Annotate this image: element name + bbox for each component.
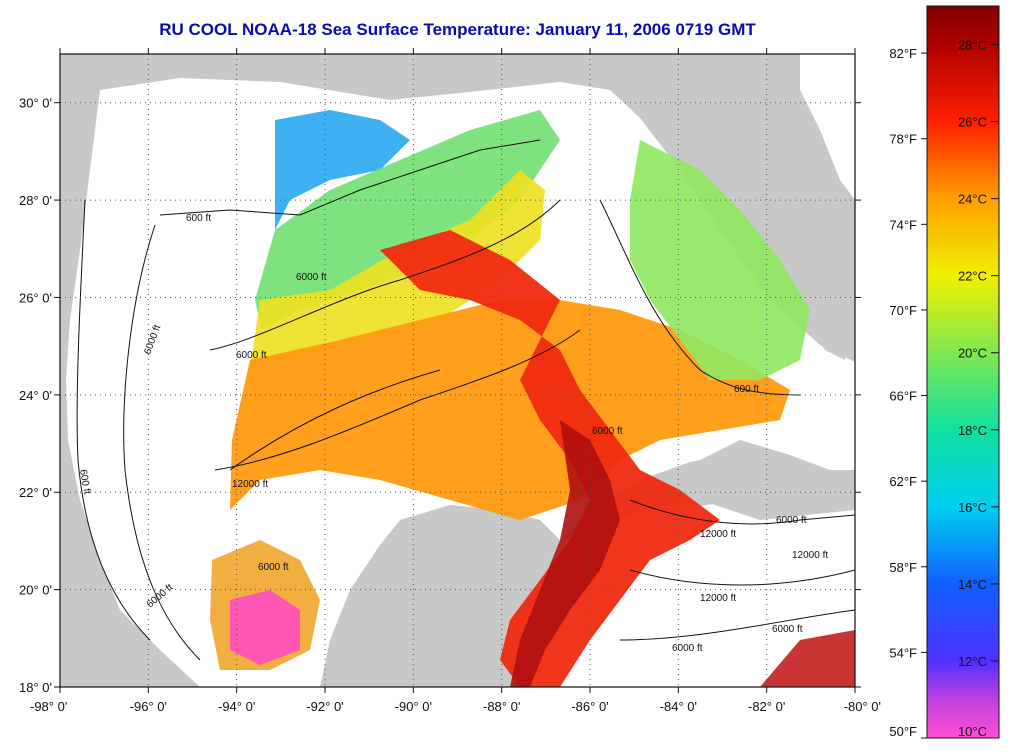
sst-swath-dark-red — [510, 420, 620, 687]
colorbar-c-label-6: 22°C — [958, 269, 987, 284]
colorbar-f-label-6: 74°F — [889, 217, 917, 232]
lon-label-8: -82° 0' — [748, 699, 785, 714]
colorbar-c-label-9: 28°C — [958, 38, 987, 53]
lon-label-9: -80° 0' — [844, 699, 881, 714]
contour-label-600ft-east: 600 ft — [734, 384, 759, 395]
contour-label-6000ft-east: 6000 ft — [592, 426, 623, 437]
florida-land — [700, 96, 850, 360]
colorbar-f-label-3: 62°F — [889, 474, 917, 489]
lat-label-1: 20° 0' — [19, 583, 52, 598]
contour-label-12000ft-caribbean-east: 12000 ft — [792, 550, 828, 561]
sst-swath-southwest-magenta — [230, 590, 300, 665]
colorbar-f-label-7: 78°F — [889, 132, 917, 147]
contour-label-6000ft-north: 6000 ft — [296, 272, 327, 283]
colorbar-c-label-2: 14°C — [958, 577, 987, 592]
sst-swath-caribbean-red — [760, 630, 855, 687]
colorbar-c-label-4: 18°C — [958, 423, 987, 438]
lon-label-5: -88° 0' — [483, 699, 520, 714]
sst-swath-orange — [230, 300, 790, 520]
longitude-labels: -98° 0' -96° 0' -94° 0' -92° 0' -90° 0' -88° … — [30, 699, 881, 714]
colorbar-c-label-1: 12°C — [958, 654, 987, 669]
contour-label-600ft-west: 600 ft — [77, 469, 92, 496]
colorbar-f-label-8: 82°F — [889, 46, 917, 61]
contour-label-12000ft-south: 12000 ft — [700, 593, 736, 604]
yucatan-land — [320, 505, 560, 687]
contour-label-6000ft-caribbean-east: 6000 ft — [772, 624, 803, 635]
lat-lon-grid — [60, 54, 855, 687]
colorbar-c-label-0: 10°C — [958, 724, 987, 739]
lat-label-2: 22° 0' — [19, 485, 52, 500]
lat-label-6: 30° 0' — [19, 96, 52, 111]
colorbar-gradient — [926, 5, 1000, 739]
map-border — [59, 53, 856, 688]
atlantic-water-cloud — [800, 54, 855, 200]
bathymetry-contours — [76, 139, 855, 661]
contour-label-12000ft-caribbean: 12000 ft — [700, 529, 736, 540]
lon-label-2: -94° 0' — [218, 699, 255, 714]
colorbar-f-label-2: 58°F — [889, 560, 917, 575]
map-content: 600 ft 600 ft 600 ft 6000 ft 6000 ft 600… — [60, 54, 855, 687]
lon-label-1: -96° 0' — [130, 699, 167, 714]
colorbar: 10°C 12°C 14°C 16°C 18°C 20°C 22°C 24°C 26°C 28°C… — [889, 5, 1000, 739]
lat-label-3: 24° 0' — [19, 388, 52, 403]
sst-swath-red-core — [380, 230, 720, 687]
axis-ticks — [54, 48, 861, 693]
latitude-labels: 18° 0' 20° 0' 22° 0' 24° 0' 26° 0' 28° 0' 30° … — [19, 96, 52, 695]
sst-swath-green-band — [255, 110, 560, 330]
lon-label-6: -86° 0' — [571, 699, 608, 714]
contour-label-6000ft-center: 6000 ft — [236, 350, 267, 361]
colorbar-f-label-5: 70°F — [889, 303, 917, 318]
colorbar-f-label-1: 54°F — [889, 645, 917, 660]
colorbar-c-label-7: 24°C — [958, 192, 987, 207]
contour-label-6000ft-south: 6000 ft — [258, 562, 289, 573]
colorbar-c-label-5: 20°C — [958, 346, 987, 361]
contour-label-600ft: 600 ft — [186, 213, 211, 224]
contour-label-6000ft-cuba: 6000 ft — [776, 515, 807, 526]
lat-label-0: 18° 0' — [19, 680, 52, 695]
lat-label-4: 26° 0' — [19, 290, 52, 305]
lon-label-3: -92° 0' — [306, 699, 343, 714]
colorbar-fahrenheit-labels: 50°F 54°F 58°F 62°F 66°F 70°F 74°F 78°F 82°F — [889, 46, 927, 739]
lon-label-4: -90° 0' — [395, 699, 432, 714]
contour-label-12000ft-gulf: 12000 ft — [232, 479, 268, 490]
map-frame: 600 ft 600 ft 600 ft 6000 ft 6000 ft 600… — [19, 48, 881, 714]
sst-swath-yellow-band — [250, 170, 545, 370]
colorbar-celsius-labels: 10°C 12°C 14°C 16°C 18°C 20°C 22°C 24°C 26°C 28°C — [958, 38, 999, 739]
contour-label-6000ft-caribbean: 6000 ft — [672, 643, 703, 654]
lon-label-0: -98° 0' — [30, 699, 67, 714]
colorbar-c-label-8: 26°C — [958, 115, 987, 130]
colorbar-f-label-4: 66°F — [889, 389, 917, 404]
sst-swath-north-cool — [275, 110, 410, 230]
colorbar-c-label-3: 16°C — [958, 500, 987, 515]
lon-label-7: -84° 0' — [660, 699, 697, 714]
colorbar-f-label-0: 50°F — [889, 724, 917, 739]
map-title: RU COOL NOAA-18 Sea Surface Temperature:… — [159, 20, 756, 39]
cuba-land — [640, 452, 855, 506]
lat-label-5: 28° 0' — [19, 193, 52, 208]
